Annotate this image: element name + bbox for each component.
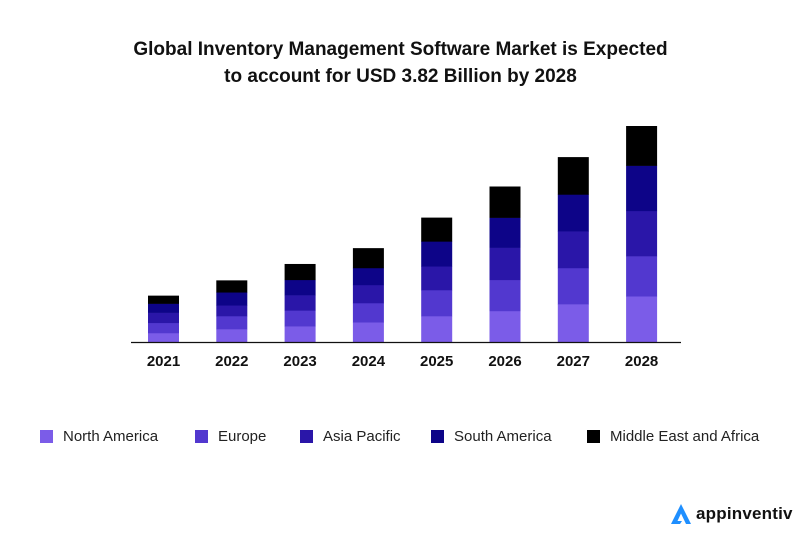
bar-segment-2022-south-america (216, 292, 248, 306)
bar-segment-2026-north-america (489, 310, 521, 343)
bar-segment-2024-north-america (352, 322, 384, 343)
bar-segment-2022-north-america (216, 328, 248, 343)
stacked-bar-chart: 2021 2022 2023 2024 2025 2026 2027 2028 (131, 126, 681, 370)
bar-segment-2024-middle-east-and-africa (352, 248, 384, 269)
bar-segment-2025-europe (421, 289, 453, 317)
legend-item-south-america: South America (431, 428, 552, 445)
x-tick-label-2024: 2024 (352, 353, 386, 370)
legend-swatch (40, 430, 53, 443)
bar-segment-2024-europe (352, 302, 384, 323)
bar-segment-2022-middle-east-and-africa (216, 280, 248, 293)
legend-item-north-america: North America (40, 428, 158, 445)
bar-segment-2023-middle-east-and-africa (284, 263, 316, 281)
bar-segment-2027-europe (557, 267, 589, 305)
x-tick-label-2021: 2021 (147, 353, 180, 370)
bar-segment-2028-north-america (626, 296, 658, 343)
bar-segment-2026-asia-pacific (489, 247, 521, 281)
x-tick-labels: 2021 2022 2023 2024 2025 2026 2027 2028 (147, 353, 658, 370)
bar-segment-2025-middle-east-and-africa (421, 217, 453, 242)
bar-segment-2021-middle-east-and-africa (148, 295, 179, 304)
x-tick-label-2022: 2022 (215, 353, 248, 370)
x-tick-label-2028: 2028 (625, 353, 658, 370)
bar-segment-2027-asia-pacific (557, 231, 589, 269)
chart-title-line-2: to account for USD 3.82 Billion by 2028 (224, 66, 577, 87)
legend-swatch (431, 430, 444, 443)
bar-segment-2025-south-america (421, 241, 453, 267)
bar-segment-2026-europe (489, 279, 521, 312)
bar-segment-2028-south-america (626, 165, 658, 212)
brand-logo: appinventiv (670, 503, 793, 525)
x-tick-label-2027: 2027 (557, 353, 590, 370)
bar-segment-2027-south-america (557, 194, 589, 232)
bar-segment-2028-asia-pacific (626, 210, 658, 257)
bar-segment-2021-south-america (148, 303, 179, 313)
legend-label: Europe (218, 428, 267, 445)
bar-segment-2024-asia-pacific (352, 284, 384, 304)
bar-segment-2021-asia-pacific (148, 312, 179, 324)
legend-swatch (587, 430, 600, 443)
chart-title-line-1: Global Inventory Management Software Mar… (133, 39, 668, 60)
bar-segment-2026-middle-east-and-africa (489, 186, 521, 218)
bar-segment-2025-north-america (421, 315, 453, 343)
legend-label: Middle East and Africa (610, 428, 760, 445)
legend-item-middle-east-and-africa: Middle East and Africa (587, 428, 759, 445)
bar-segment-2026-south-america (489, 217, 521, 248)
brand-name: appinventiv (696, 504, 793, 523)
legend-swatch (195, 430, 208, 443)
bar-segment-2028-middle-east-and-africa (626, 126, 658, 166)
legend-label: Asia Pacific (323, 428, 401, 445)
x-tick-label-2023: 2023 (283, 353, 316, 370)
bars-group (148, 126, 658, 343)
legend-label: South America (454, 428, 552, 445)
x-tick-label-2025: 2025 (420, 353, 453, 370)
legend-item-asia-pacific: Asia Pacific (300, 428, 401, 445)
bar-segment-2023-south-america (284, 279, 316, 296)
legend-swatch (300, 430, 313, 443)
bar-segment-2025-asia-pacific (421, 266, 453, 291)
bar-segment-2027-middle-east-and-africa (557, 157, 589, 195)
appinventiv-logo-icon (671, 504, 691, 524)
bar-segment-2022-asia-pacific (216, 305, 248, 317)
bar-segment-2021-europe (148, 322, 179, 334)
legend-label: North America (63, 428, 159, 445)
bar-segment-2028-europe (626, 256, 658, 297)
chart-title: Global Inventory Management Software Mar… (0, 36, 801, 90)
bar-segment-2023-north-america (284, 326, 316, 343)
bar-segment-2021-north-america (148, 332, 179, 343)
bar-segment-2027-north-america (557, 304, 589, 343)
bar-segment-2023-europe (284, 310, 316, 327)
bar-segment-2023-asia-pacific (284, 295, 316, 311)
x-tick-label-2026: 2026 (488, 353, 521, 370)
legend-item-europe: Europe (195, 428, 266, 445)
bar-segment-2022-europe (216, 315, 248, 330)
bar-segment-2024-south-america (352, 267, 384, 286)
